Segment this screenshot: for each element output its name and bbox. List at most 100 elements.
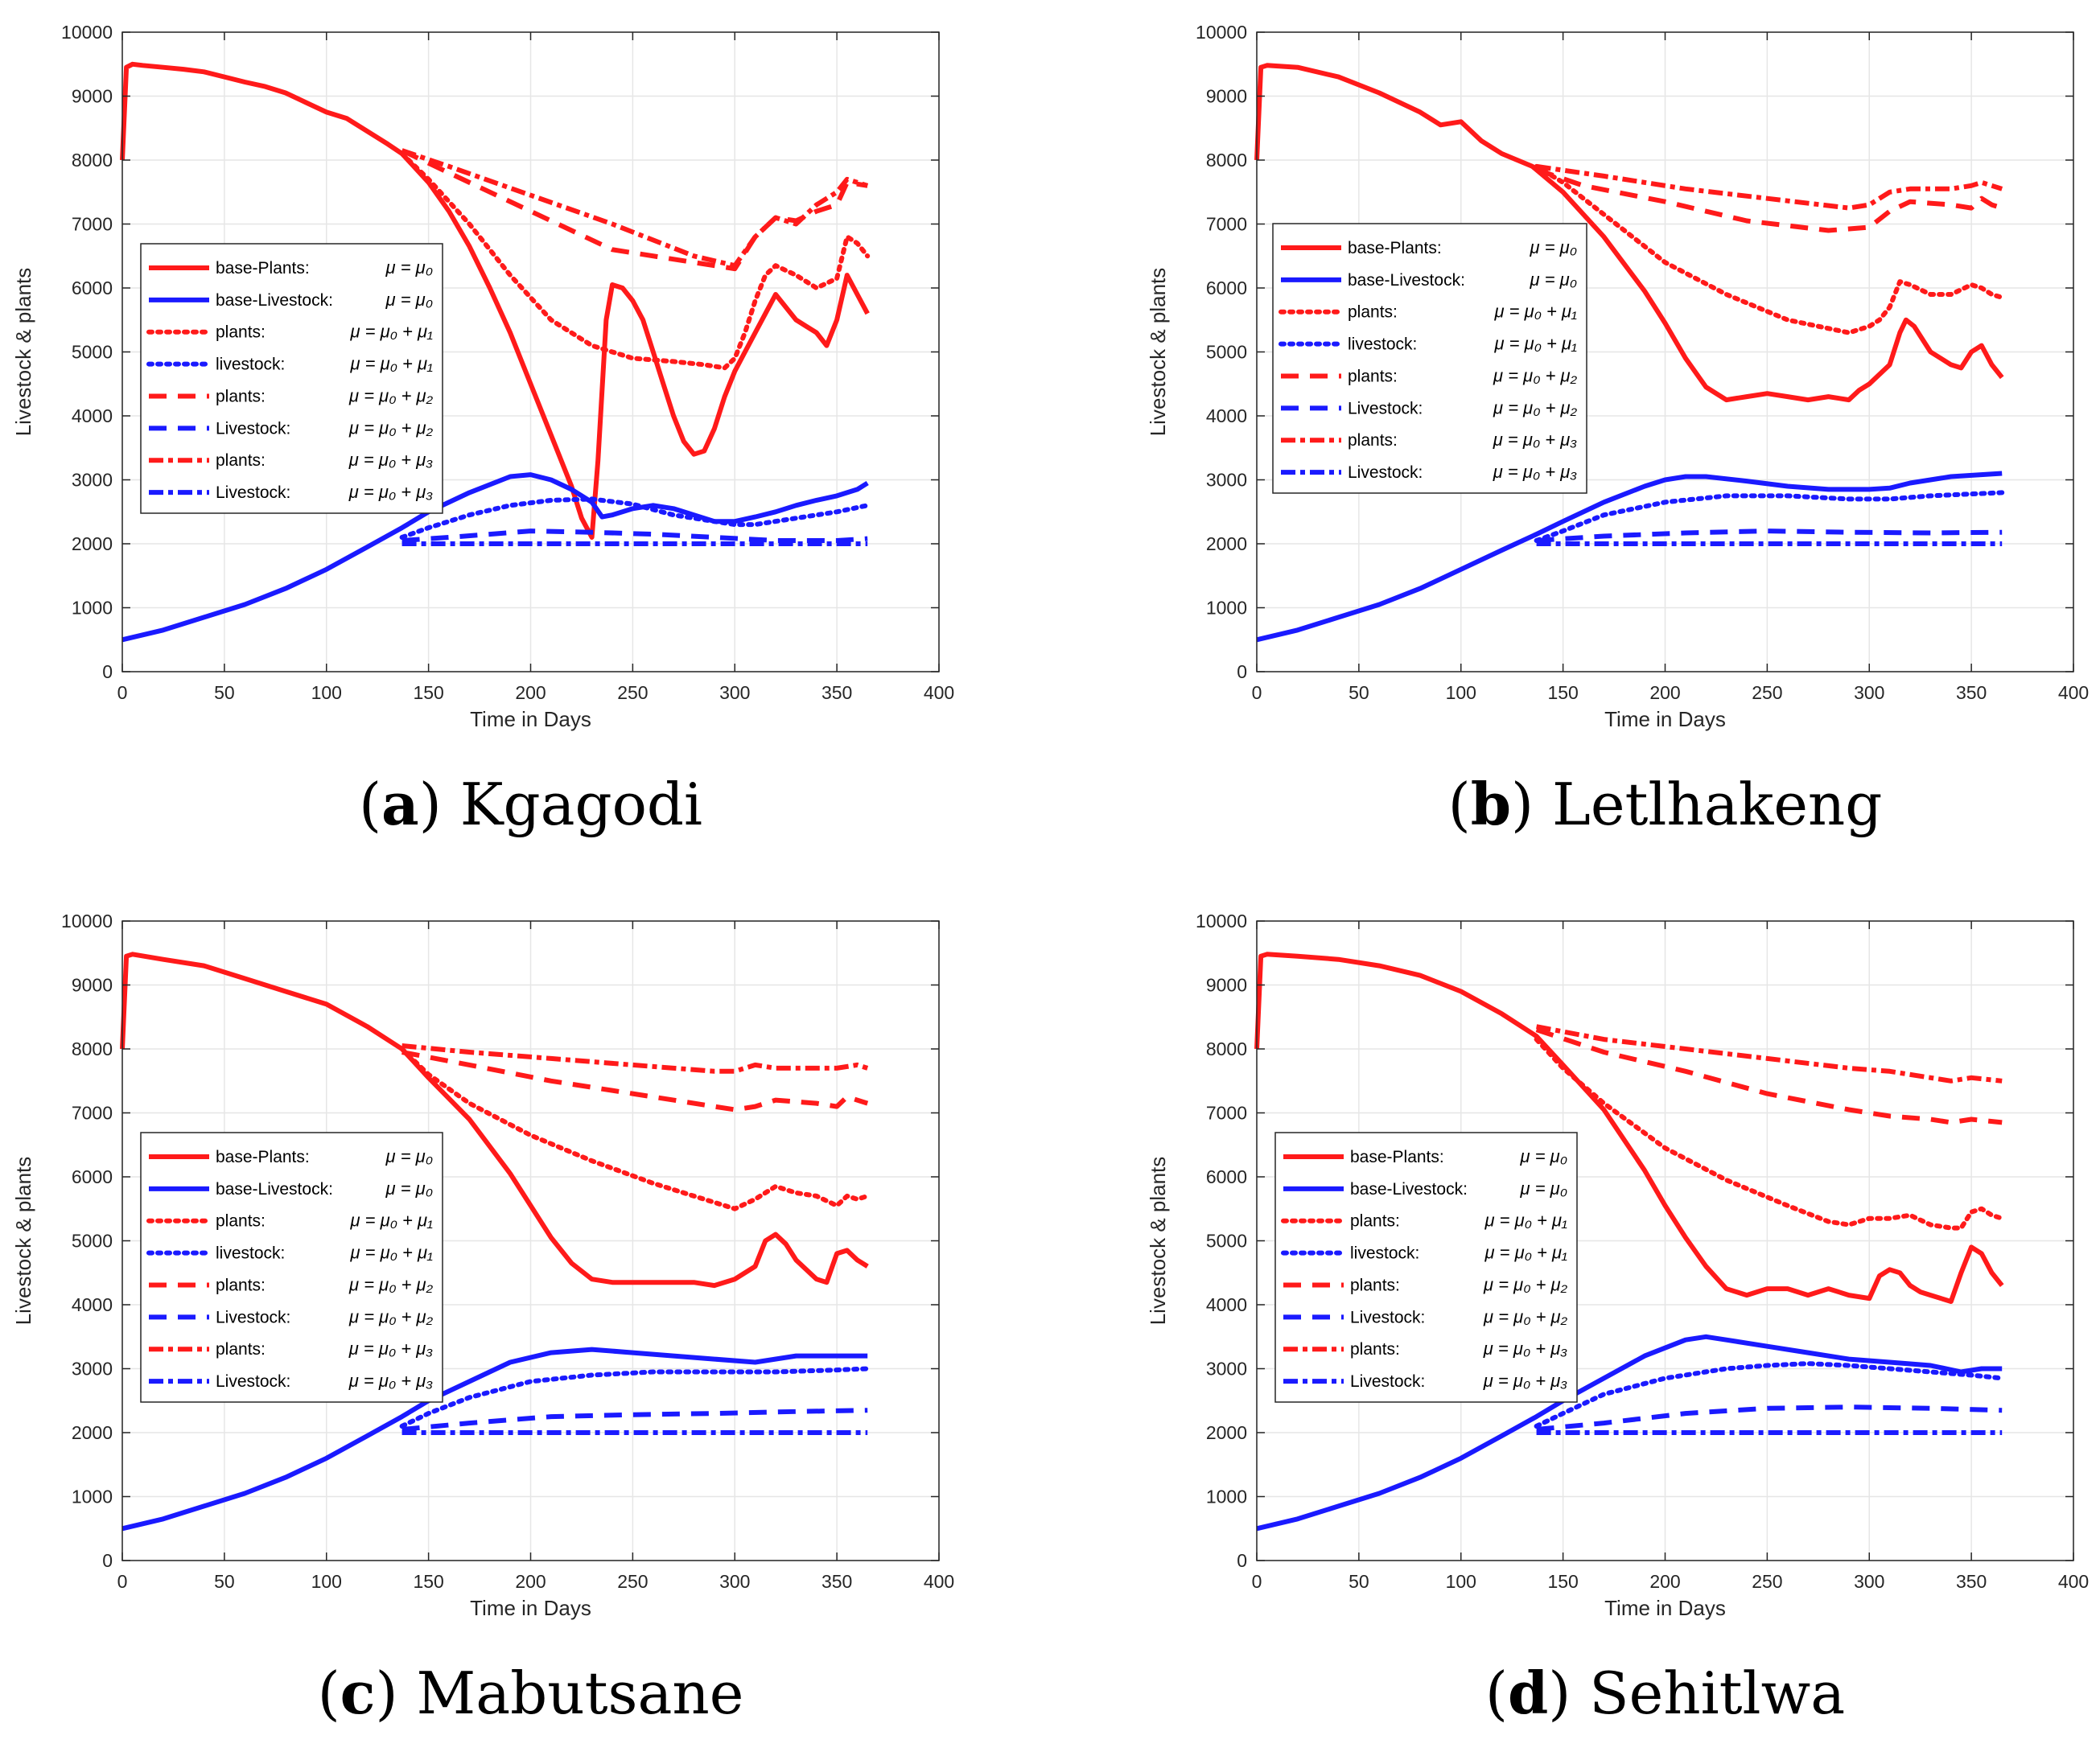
legend-entry-mu-2: μ = μ₀ [385, 290, 433, 310]
legend-entry-name-6: Livestock: [1350, 1308, 1425, 1326]
legend-entry-name-3: plants: [216, 323, 266, 342]
x-tick-label: 250 [617, 682, 648, 703]
legend-entry-mu-6: μ = μ₀ + μ₂ [348, 1306, 434, 1326]
legend-entry-name-8: Livestock: [1348, 463, 1423, 482]
x-tick-label: 0 [117, 682, 128, 703]
x-axis-label: Time in Days [470, 1596, 591, 1620]
x-tick-label: 350 [1956, 1571, 1987, 1592]
y-tick-label: 10000 [61, 22, 113, 43]
y-tick-label: 5000 [1206, 342, 1247, 363]
y-tick-label: 8000 [72, 150, 113, 171]
y-tick-label: 7000 [1206, 1103, 1247, 1124]
x-tick-label: 50 [1349, 1571, 1369, 1592]
series-line-5 [1535, 1027, 2003, 1125]
y-tick-label: 2000 [1206, 533, 1247, 554]
legend-entry-mu-1: μ = μ₀ [1520, 1146, 1567, 1166]
x-tick-label: 350 [821, 682, 852, 703]
caption-close-paren: ) [376, 1659, 417, 1727]
series-line-6 [1536, 528, 2003, 543]
legend-entry-name-2: base-Livestock: [216, 1180, 333, 1199]
series-line-3 [1534, 1037, 2005, 1231]
y-tick-label: 3000 [1206, 470, 1247, 491]
y-tick-label: 4000 [72, 405, 113, 426]
y-tick-label: 7000 [72, 1103, 113, 1124]
legend-entry-mu-8: μ = μ₀ + μ₃ [348, 482, 434, 502]
y-tick-label: 8000 [1206, 150, 1247, 171]
series-line-3 [399, 151, 871, 371]
series-line-1 [1254, 63, 2004, 403]
legend-entry-mu-4: μ = μ₀ + μ₁ [1484, 1243, 1567, 1263]
legend-entry-mu-8: μ = μ₀ + μ₃ [348, 1371, 434, 1391]
panel-caption: (b) Letlhakeng [1448, 770, 1883, 838]
caption-close-paren: ) [1511, 771, 1552, 838]
x-axis-label: Time in Days [1604, 707, 1726, 731]
x-axis-label: Time in Days [470, 707, 591, 731]
series-line-6 [401, 528, 868, 543]
y-tick-label: 6000 [1206, 278, 1247, 298]
series-line-4 [399, 1366, 871, 1429]
legend-entry-name-4: livestock: [1350, 1244, 1419, 1263]
legend-box [140, 1132, 443, 1403]
caption-title: Letlhakeng [1552, 771, 1882, 838]
series-line-7 [1536, 163, 2003, 211]
series-group [120, 952, 871, 1532]
x-tick-label: 150 [1547, 682, 1578, 703]
y-axis-label: Livestock & plants [1146, 1157, 1170, 1326]
legend-entry-mu-3: μ = μ₀ + μ₁ [349, 1211, 433, 1231]
series-line-1 [1254, 952, 2004, 1304]
legend-entry-mu-8: μ = μ₀ + μ₃ [1493, 462, 1578, 482]
legend-entry-mu-7: μ = μ₀ + μ₃ [1483, 1339, 1568, 1359]
y-tick-label: 3000 [1206, 1359, 1247, 1380]
caption-open-paren: ( [359, 771, 381, 838]
legend-entry-mu-4: μ = μ₀ + μ₁ [1493, 334, 1577, 354]
x-tick-label: 200 [515, 1571, 546, 1592]
y-tick-label: 7000 [72, 214, 113, 235]
legend-entry-mu-3: μ = μ₀ + μ₁ [1484, 1211, 1567, 1231]
caption-title: Kgagodi [460, 771, 702, 838]
y-tick-label: 10000 [61, 911, 113, 931]
legend-entry-mu-7: μ = μ₀ + μ₃ [348, 1339, 434, 1359]
legend-entry-name-7: plants: [1348, 431, 1398, 450]
x-tick-label: 150 [413, 682, 443, 703]
y-tick-label: 1000 [72, 1487, 113, 1507]
legend: base-Plants: μ = μ₀ base-Livestock: μ = μ₀ p… [1274, 1132, 1578, 1403]
x-tick-label: 100 [1446, 1571, 1476, 1592]
legend-entry-name-6: Livestock: [1348, 399, 1423, 417]
x-tick-label: 300 [719, 682, 750, 703]
legend-entry-mu-2: μ = μ₀ [1520, 1178, 1567, 1199]
legend-entry-name-1: base-Plants: [1348, 239, 1442, 257]
legend-entry-mu-6: μ = μ₀ + μ₂ [348, 417, 434, 438]
x-tick-label: 200 [1649, 682, 1680, 703]
y-tick-label: 6000 [72, 278, 113, 298]
y-tick-label: 2000 [1206, 1422, 1247, 1443]
legend: base-Plants: μ = μ₀ base-Livestock: μ = μ₀ p… [140, 1132, 443, 1403]
y-tick-label: 5000 [72, 1231, 113, 1252]
x-tick-label: 0 [117, 1571, 128, 1592]
y-tick-label: 10000 [1196, 911, 1247, 931]
x-tick-label: 200 [1649, 1571, 1680, 1592]
legend-entry-name-5: plants: [1348, 367, 1398, 385]
x-tick-label: 0 [1252, 682, 1262, 703]
x-tick-label: 50 [214, 1571, 235, 1592]
caption-panel-letter: b [1471, 770, 1511, 838]
caption-title: Mabutsane [417, 1659, 744, 1727]
y-tick-label: 0 [102, 661, 113, 682]
series-line-5 [401, 1050, 869, 1112]
y-tick-label: 1000 [1206, 1487, 1247, 1507]
series-line-7 [401, 148, 869, 269]
y-tick-label: 8000 [72, 1038, 113, 1059]
x-tick-label: 100 [311, 1571, 342, 1592]
y-tick-label: 1000 [1206, 598, 1247, 619]
x-tick-label: 150 [1547, 1571, 1578, 1592]
x-tick-label: 400 [924, 1571, 954, 1592]
series-line-2 [1256, 1334, 2003, 1532]
legend-entry-name-5: plants: [216, 387, 266, 405]
legend-entry-name-7: plants: [1350, 1340, 1400, 1359]
y-tick-label: 4000 [1206, 405, 1247, 426]
y-tick-label: 7000 [1206, 214, 1247, 235]
x-tick-label: 250 [1752, 682, 1782, 703]
legend-entry-mu-1: μ = μ₀ [385, 1146, 433, 1166]
x-tick-label: 50 [1349, 682, 1369, 703]
x-axis-label: Time in Days [1604, 1596, 1726, 1620]
